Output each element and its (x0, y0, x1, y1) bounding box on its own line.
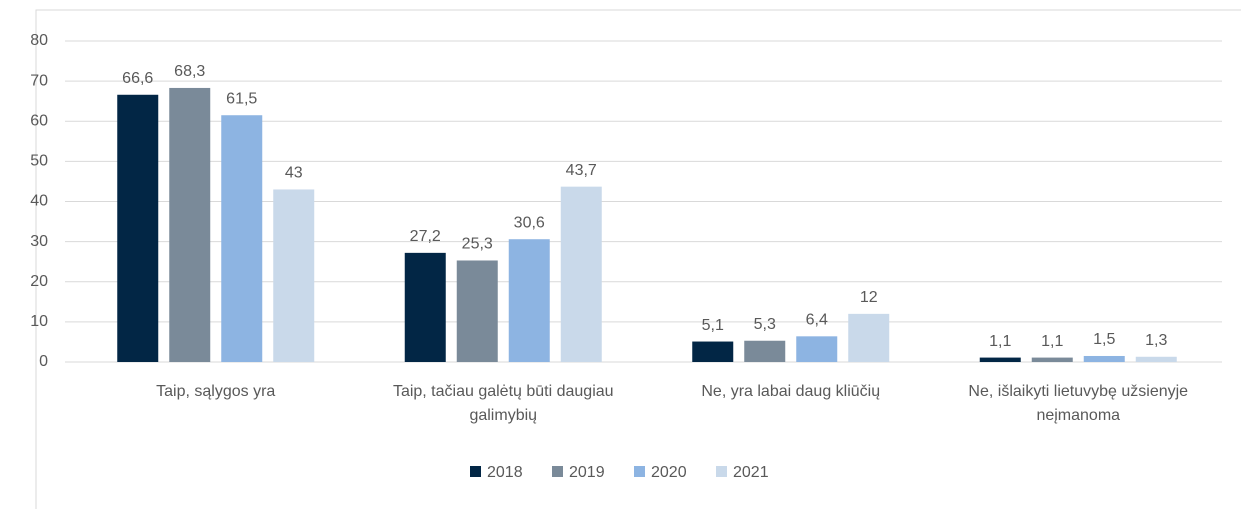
data-label: 27,2 (410, 228, 441, 245)
data-label: 25,3 (462, 236, 493, 253)
data-label: 5,1 (702, 317, 724, 334)
y-tick-label: 20 (30, 273, 48, 290)
data-label: 66,6 (122, 70, 153, 87)
data-label: 61,5 (226, 90, 257, 107)
legend-label: 2020 (651, 464, 687, 481)
bar (692, 341, 734, 362)
bar (796, 336, 838, 362)
legend-label: 2019 (569, 464, 605, 481)
legend-swatch (716, 466, 727, 477)
chart-frame (35, 9, 1241, 509)
bar (1135, 356, 1177, 362)
data-label: 5,3 (754, 316, 776, 333)
bar (848, 313, 890, 362)
y-tick-label: 50 (30, 153, 48, 170)
bar (1031, 357, 1073, 362)
data-label: 12 (860, 289, 878, 306)
y-tick-label: 30 (30, 233, 48, 250)
data-label: 6,4 (806, 312, 828, 329)
data-label: 1,1 (989, 333, 1011, 350)
legend-swatch (634, 466, 645, 477)
legend-swatch (552, 466, 563, 477)
x-tick-label: Taip, tačiau galėtų būti daugiau galimyb… (392, 383, 614, 424)
x-tick-label: Taip, sąlygos yra (156, 383, 276, 400)
data-label: 68,3 (174, 63, 205, 80)
bar (508, 239, 550, 362)
bar (221, 115, 263, 362)
bar (456, 260, 498, 362)
y-tick-label: 40 (30, 193, 48, 210)
data-label: 30,6 (514, 214, 545, 231)
legend-swatch (470, 466, 481, 477)
legend-label: 2018 (487, 464, 523, 481)
y-tick-label: 80 (30, 32, 48, 49)
bar (979, 357, 1021, 362)
legend-label: 2021 (733, 464, 769, 481)
data-label: 43 (285, 165, 303, 182)
y-tick-label: 0 (39, 353, 48, 370)
y-tick-label: 70 (30, 72, 48, 89)
bar (169, 87, 211, 362)
bar (1083, 355, 1125, 362)
data-label: 1,1 (1041, 333, 1063, 350)
bar (744, 340, 786, 362)
y-tick-label: 60 (30, 112, 48, 129)
y-tick-label: 10 (30, 313, 48, 330)
data-label: 1,3 (1145, 332, 1167, 349)
bar (273, 189, 315, 362)
data-label: 43,7 (566, 162, 597, 179)
bar (117, 94, 159, 362)
bar (560, 186, 602, 362)
data-label: 1,5 (1093, 331, 1115, 348)
x-tick-label: Ne, išlaikyti lietuvybę užsienyje neįman… (968, 383, 1189, 424)
bar (404, 252, 446, 362)
x-tick-label: Ne, yra labai daug kliūčių (701, 383, 881, 400)
